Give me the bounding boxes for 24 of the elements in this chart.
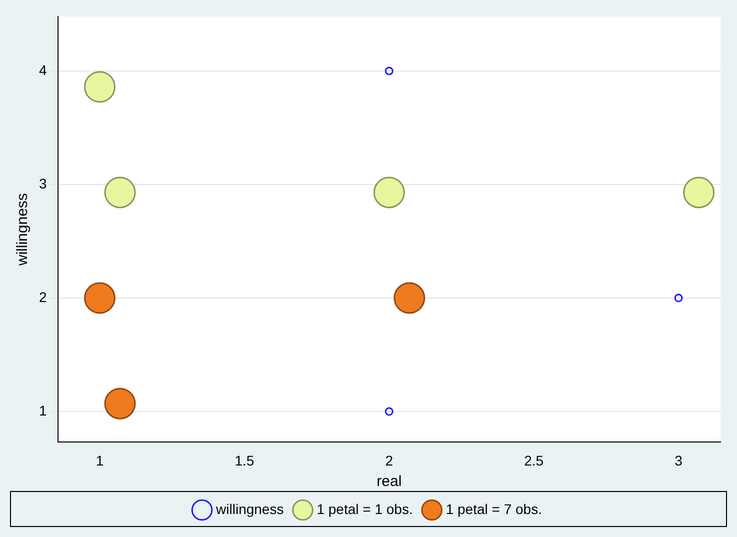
x-tick-label: 3 (674, 452, 683, 468)
y-tick-label: 2 (38, 288, 47, 305)
point (384, 66, 394, 76)
x-tick-label: 2.5 (524, 452, 544, 468)
point (104, 176, 136, 208)
point (394, 282, 426, 314)
y-tick-label: 1 (38, 402, 47, 418)
legend-label: willingness (215, 500, 284, 517)
y-axis-title: willingness (14, 193, 32, 267)
x-axis-title: real (376, 473, 402, 490)
point (104, 388, 136, 420)
point (384, 407, 394, 416)
x-tick-label: 1 (96, 452, 104, 468)
y-tick-label: 4 (38, 62, 47, 78)
x-tick-label: 1.5 (234, 452, 254, 468)
point (674, 294, 683, 302)
legend-label: 1 petal = 7 obs. (446, 500, 542, 517)
point (84, 282, 116, 314)
point (84, 71, 116, 103)
point (683, 176, 715, 208)
legend-label: 1 petal = 1 obs. (316, 500, 413, 517)
point (373, 176, 405, 208)
x-tick-label: 2 (385, 452, 394, 468)
y-tick-label: 3 (38, 175, 47, 192)
